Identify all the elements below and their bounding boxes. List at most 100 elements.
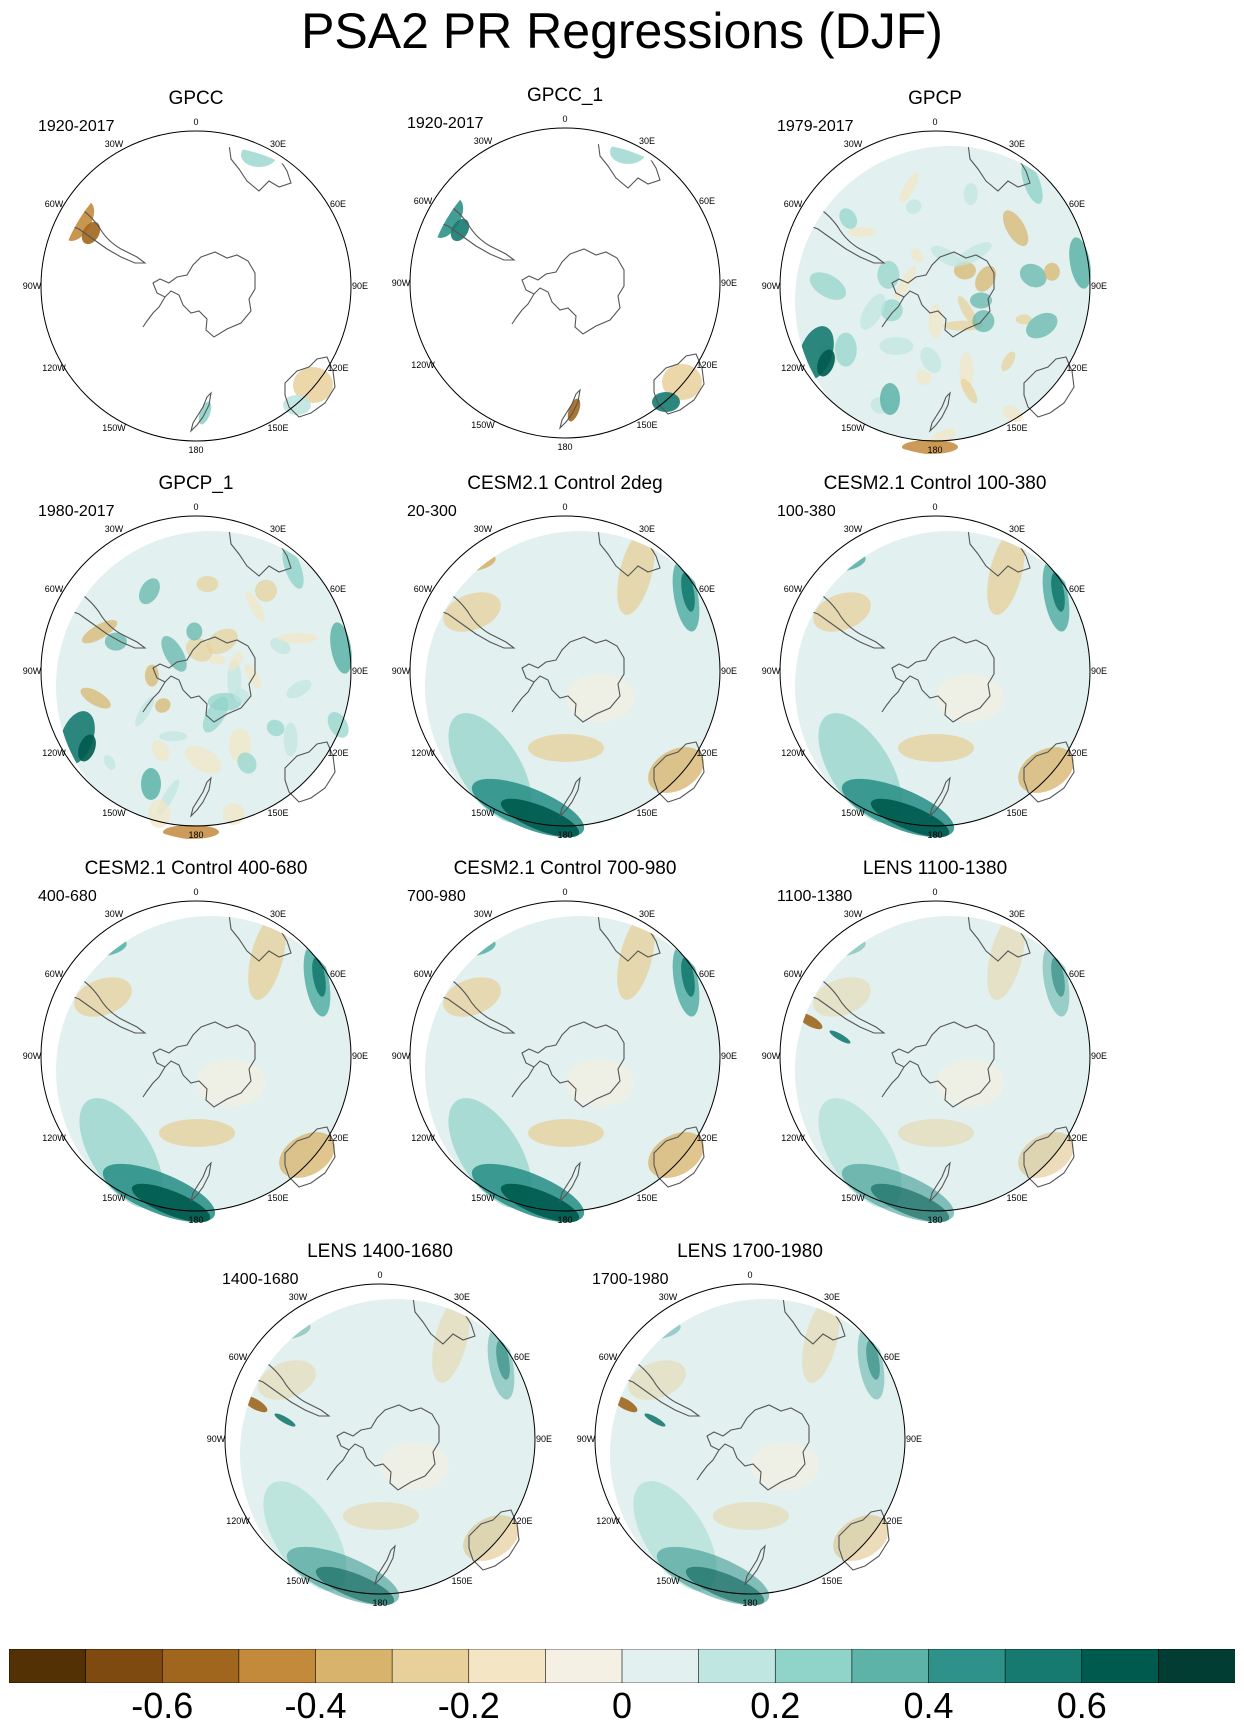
africa-outline (228, 146, 292, 192)
peninsula-outline (696, 1449, 720, 1481)
longitude-label: 90E (536, 1434, 552, 1444)
polar-map: 0 30E 60E 90E 120E 150E 180 150W 120W 90W 60W 30W (762, 887, 1107, 1225)
map-panel: CESM2.1 Control 2deg 20-300 0 30E 60E 90E 120E… (392, 473, 737, 843)
peninsula-outline (142, 1066, 166, 1098)
map-border (779, 900, 1091, 1212)
new-zealand-outline (743, 1544, 766, 1586)
africa-outline (597, 143, 661, 189)
new-zealand-outline (373, 1544, 396, 1586)
longitude-label: 0 (193, 117, 198, 127)
longitude-label: 120W (42, 748, 66, 758)
new-zealand-outline (189, 1161, 212, 1203)
map-panel: CESM2.1 Control 700-980 700-980 0 30E 60E 90E… (392, 858, 737, 1228)
colorbar-tick-label: 0.4 (903, 1685, 954, 1726)
longitude-label: 90W (23, 281, 42, 291)
longitude-label: 0 (562, 502, 567, 512)
colorbar-swatch (698, 1649, 777, 1683)
longitude-label: 30E (1009, 524, 1025, 534)
longitude-label: 30W (105, 139, 124, 149)
longitude-label: 150E (636, 808, 657, 818)
longitude-label: 120W (42, 363, 66, 373)
panel-period: 1400-1680 (222, 1271, 299, 1288)
longitude-label: 150W (102, 1193, 126, 1203)
panel-title: GPCC_1 (526, 85, 604, 106)
colorbar-tick-label: 0 (611, 1685, 633, 1726)
antarctica-outline (521, 1021, 625, 1108)
longitude-label: 30E (270, 139, 286, 149)
longitude-label: 180 (927, 830, 942, 840)
australia-outline (1023, 741, 1075, 803)
panel-title: CESM2.1 Control 2deg (467, 473, 663, 494)
longitude-label: 30E (824, 1292, 840, 1302)
antarctica-outline (152, 636, 256, 723)
longitude-label: 120W (781, 363, 805, 373)
longitude-label: 180 (927, 445, 942, 455)
map-border (224, 1283, 536, 1595)
new-zealand-outline (928, 1161, 951, 1203)
longitude-label: 90E (721, 278, 737, 288)
longitude-label: 180 (372, 1598, 387, 1608)
longitude-label: 120W (781, 1133, 805, 1143)
longitude-label: 0 (562, 114, 567, 124)
colorbar-swatch (1004, 1649, 1083, 1683)
longitude-label: 0 (193, 887, 198, 897)
longitude-label: 30E (270, 524, 286, 534)
longitude-label: 60E (330, 584, 346, 594)
longitude-label: 90W (23, 1051, 42, 1061)
longitude-label: 60E (514, 1352, 530, 1362)
longitude-label: 150E (636, 1193, 657, 1203)
map-border (779, 515, 1091, 827)
antarctica-outline (521, 636, 625, 723)
peninsula-outline (881, 296, 905, 328)
map-border (40, 900, 352, 1212)
panel-title: CESM2.1 Control 400-680 (84, 858, 308, 879)
africa-outline (967, 146, 1031, 192)
longitude-label: 150W (471, 808, 495, 818)
longitude-label: 120E (512, 1516, 533, 1526)
longitude-label: 60W (45, 199, 64, 209)
panel-period: 1920-2017 (38, 118, 115, 135)
longitude-label: 150E (821, 1576, 842, 1586)
longitude-label: 60W (784, 969, 803, 979)
longitude-label: 150W (841, 1193, 865, 1203)
longitude-label: 90E (721, 666, 737, 676)
longitude-label: 60E (699, 584, 715, 594)
longitude-label: 90E (1091, 1051, 1107, 1061)
longitude-label: 60W (784, 584, 803, 594)
map-panel: LENS 1700-1980 1700-1980 0 30E 60E 90E 120E 150… (577, 1241, 922, 1611)
new-zealand-outline (928, 776, 951, 818)
longitude-label: 0 (747, 1270, 752, 1280)
antarctica-outline (336, 1404, 440, 1491)
africa-outline (782, 1299, 846, 1345)
colorbar-swatch (928, 1649, 1006, 1683)
colorbar-swatch (238, 1649, 317, 1683)
peninsula-outline (142, 681, 166, 713)
colorbar-swatch (391, 1649, 470, 1683)
longitude-label: 60E (330, 199, 346, 209)
longitude-label: 180 (557, 830, 572, 840)
longitude-label: 90W (762, 281, 781, 291)
map-border (409, 127, 721, 439)
panel-title: GPCP (908, 88, 962, 109)
new-zealand-outline (558, 388, 581, 430)
longitude-label: 0 (932, 502, 937, 512)
longitude-label: 120E (882, 1516, 903, 1526)
map-border (594, 1283, 906, 1595)
longitude-label: 150E (1006, 423, 1027, 433)
map-panel: GPCC_1 1920-2017 0 30E 60E 90E 120E 150E 180 150W… (392, 85, 737, 455)
longitude-label: 30E (270, 909, 286, 919)
longitude-label: 0 (932, 887, 937, 897)
panel-title: CESM2.1 Control 100-380 (823, 473, 1047, 494)
longitude-label: 30E (639, 909, 655, 919)
longitude-label: 30W (844, 909, 863, 919)
longitude-label: 120W (781, 748, 805, 758)
longitude-label: 30W (844, 524, 863, 534)
longitude-label: 180 (188, 445, 203, 455)
polar-map: 0 30E 60E 90E 120E 150E 180 150W 120W 90W 60W 30W (23, 887, 368, 1225)
longitude-label: 60W (599, 1352, 618, 1362)
australia-outline (653, 741, 705, 803)
polar-map: 0 30E 60E 90E 120E 150E 180 150W 120W 90W 60W 30W (762, 117, 1107, 455)
panel-title: GPCC (168, 88, 224, 109)
africa-outline (597, 531, 661, 577)
longitude-label: 60E (1069, 584, 1085, 594)
